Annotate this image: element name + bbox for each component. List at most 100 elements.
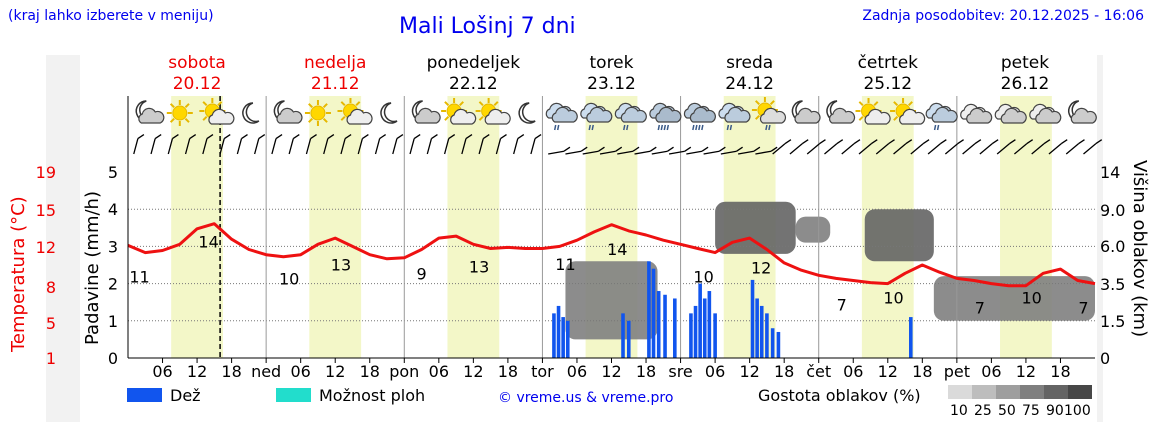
wind-barb-flag (1095, 139, 1103, 145)
sun-ray (184, 117, 190, 123)
rain-bar (698, 283, 702, 358)
sun-ray (169, 117, 175, 123)
sun-ray (322, 103, 328, 109)
wind-barb-flag (431, 134, 438, 140)
sun-ray (340, 101, 346, 107)
x-tick-label: čet (806, 362, 831, 381)
sun-ray (322, 117, 328, 123)
wind-barb (686, 150, 703, 155)
wind-barb-flag (1043, 139, 1051, 145)
sun-icon (166, 100, 193, 126)
wind-barb (513, 138, 519, 155)
rain-drop (588, 124, 591, 131)
wind-barb-flag (482, 134, 490, 140)
cloud-legend-swatch (1044, 385, 1068, 399)
wind-barb-flag (206, 134, 214, 140)
rain-drop (768, 124, 771, 131)
cloud-shape (1035, 107, 1062, 124)
wind-barb-flag (258, 134, 266, 140)
wind-barb (1048, 143, 1062, 155)
cloud-legend-swatch (972, 385, 996, 399)
wind-barb-flag (413, 134, 421, 140)
precip-tick-label: 5 (108, 163, 118, 182)
day-name: torek (590, 53, 634, 73)
thunder-legend-label: Možnost ploh (319, 386, 425, 405)
temperature-label: 11 (129, 268, 149, 287)
wind-barb (789, 143, 803, 155)
rain-bar (621, 313, 625, 358)
x-tick-label: 18 (774, 362, 794, 381)
sun-ray (478, 115, 484, 121)
wind-barb-flag (922, 139, 930, 145)
wind-barb-flag (905, 139, 913, 145)
wind-barb (599, 150, 616, 155)
wind-barb (858, 143, 872, 155)
wind-barb (461, 138, 467, 155)
region-hint[interactable]: (kraj lahko izberete v meniju) (8, 8, 214, 24)
wind-barb-flag (172, 134, 179, 140)
cloud-shape (208, 108, 235, 125)
moon-cloud-icon (1067, 100, 1097, 124)
wind-barb (426, 138, 433, 155)
rain-drop (765, 124, 768, 131)
day-date: 20.12 (173, 74, 222, 94)
x-tick-label: sre (668, 362, 692, 381)
cloud-legend-level: 25 (974, 403, 992, 419)
daylight-band (447, 96, 500, 358)
wind-barb-flag (753, 146, 761, 152)
sun-cloud-icon (855, 98, 891, 125)
day-name: sobota (168, 53, 226, 73)
rain-drop (701, 124, 704, 131)
sun-ray (444, 101, 450, 107)
cloud-height-tick-label: 9.0 (1100, 201, 1125, 220)
rain-drop (666, 124, 670, 131)
wind-barb-flag (615, 146, 623, 152)
sun-ray (217, 101, 223, 107)
rain-bar (656, 291, 661, 358)
temperature-label: 7 (975, 299, 985, 318)
day-date: 23.12 (587, 74, 636, 94)
wind-barb-flag (362, 134, 369, 140)
rain-drop (695, 124, 698, 131)
wind-barb-flag (667, 146, 674, 152)
thunder-legend-swatch (276, 388, 311, 402)
wind-barb (617, 150, 634, 155)
cloud-icon (1029, 103, 1062, 124)
sun-ray (184, 103, 190, 109)
moon-icon (518, 102, 536, 124)
temperature-label: 13 (331, 255, 351, 274)
cloud-shape (655, 106, 682, 123)
rain-bar (759, 305, 764, 358)
wind-barb (495, 138, 502, 155)
wind-barb-flag (801, 139, 809, 145)
wind-barb (323, 138, 329, 155)
temperature-label: 13 (469, 257, 489, 276)
wind-barb-flag (154, 134, 162, 140)
wind-barb (1083, 143, 1097, 155)
cloud-shape (899, 108, 926, 125)
wind-barb (1013, 143, 1028, 155)
sun-ray (202, 115, 208, 121)
wind-barb-flag (563, 146, 571, 152)
page-title: Mali Lošinj 7 dni (399, 14, 576, 39)
rain-drop (553, 124, 557, 131)
wind-barb-flag (580, 146, 588, 152)
wind-barb (184, 138, 191, 155)
cloud-shape (724, 106, 751, 123)
cloud-shape (794, 107, 821, 124)
wind-barb-flag (632, 146, 640, 152)
rain-drop (729, 124, 733, 131)
rain-icon (580, 102, 613, 131)
rain-bar (713, 313, 717, 358)
wind-barb-flag (870, 139, 878, 145)
wind-barb (875, 143, 889, 155)
wind-barb-flag (736, 146, 743, 152)
wind-barb (236, 138, 243, 155)
wind-barb-flag (292, 134, 300, 140)
heavy-rain-icon (683, 102, 716, 131)
cloud-legend-level: 10 (950, 403, 968, 419)
wind-barb-flag (939, 139, 947, 145)
wind-barb (288, 138, 294, 155)
x-tick-label: 12 (463, 362, 483, 381)
cloud-shape (620, 106, 647, 123)
